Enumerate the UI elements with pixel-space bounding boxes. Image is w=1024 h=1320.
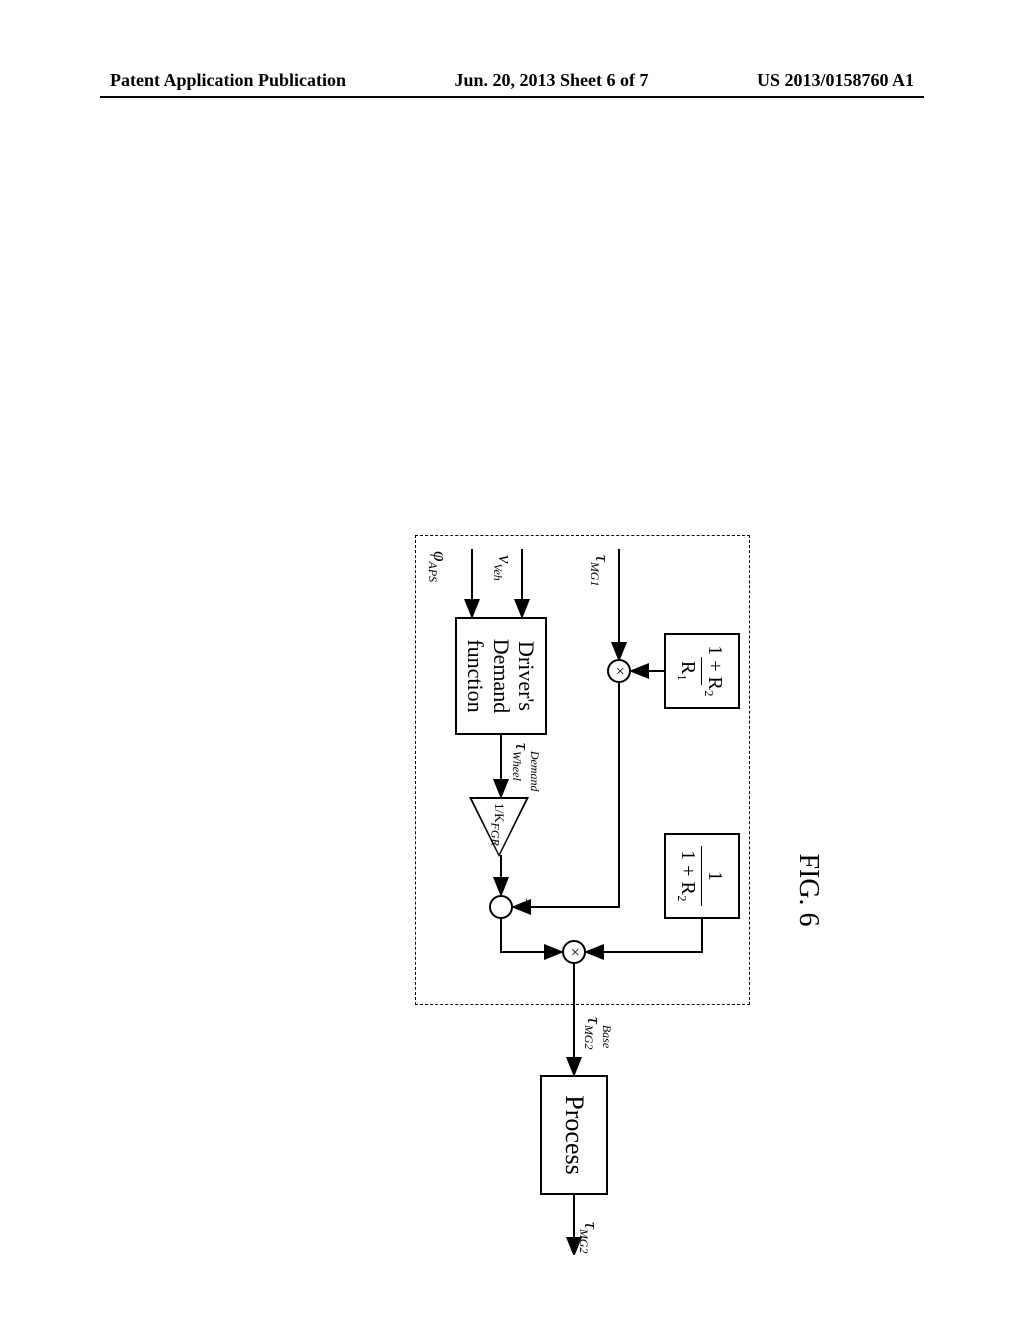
frac2-num: 1: [703, 867, 727, 885]
multiplier-2: ×: [562, 940, 586, 964]
label-tau-wheel-demand: τDemandWheel: [510, 743, 532, 750]
gain-label-sub: FGR: [488, 823, 502, 846]
header-right: US 2013/0158760 A1: [757, 70, 914, 91]
driver-line1: Driver's: [514, 641, 539, 711]
label-tau-base-mg2: τBaseMG2: [582, 1017, 604, 1024]
process-block: Process: [540, 1075, 608, 1195]
driver-line3: function: [463, 639, 488, 712]
label-v-veh: vVeh: [490, 555, 515, 581]
gain-block-r2: 1 1 + R₂: [664, 833, 740, 919]
gain-block-r1: 1 + R₂ R₁: [664, 633, 740, 709]
page-header: Patent Application Publication Jun. 20, …: [0, 70, 1024, 91]
driver-line2: Demand: [488, 639, 513, 714]
page: Patent Application Publication Jun. 20, …: [0, 0, 1024, 1320]
gain-label: 1/K: [492, 803, 507, 823]
multiplier-1: ×: [607, 659, 631, 683]
label-tau-mg1: τMG1: [587, 555, 612, 586]
frac1-num: 1 + R₂: [703, 641, 727, 701]
label-phi-aps: φAPS: [425, 551, 450, 582]
figure-6: FIG. 6: [252, 525, 772, 1255]
frac2-den: 1 + R₂: [678, 846, 703, 906]
header-rule: [100, 96, 924, 98]
header-center: Jun. 20, 2013 Sheet 6 of 7: [454, 70, 648, 91]
driver-demand-block: Driver's Demand function: [455, 617, 547, 735]
plus-mark-1: +: [489, 878, 507, 887]
figure-title: FIG. 6: [792, 853, 824, 926]
label-tau-mg2: τMG2: [576, 1222, 601, 1253]
plus-mark-2: +: [516, 898, 534, 907]
frac1-den: R₁: [678, 657, 703, 685]
process-label: Process: [559, 1095, 589, 1174]
summing-junction: [489, 895, 513, 919]
header-left: Patent Application Publication: [110, 70, 346, 91]
